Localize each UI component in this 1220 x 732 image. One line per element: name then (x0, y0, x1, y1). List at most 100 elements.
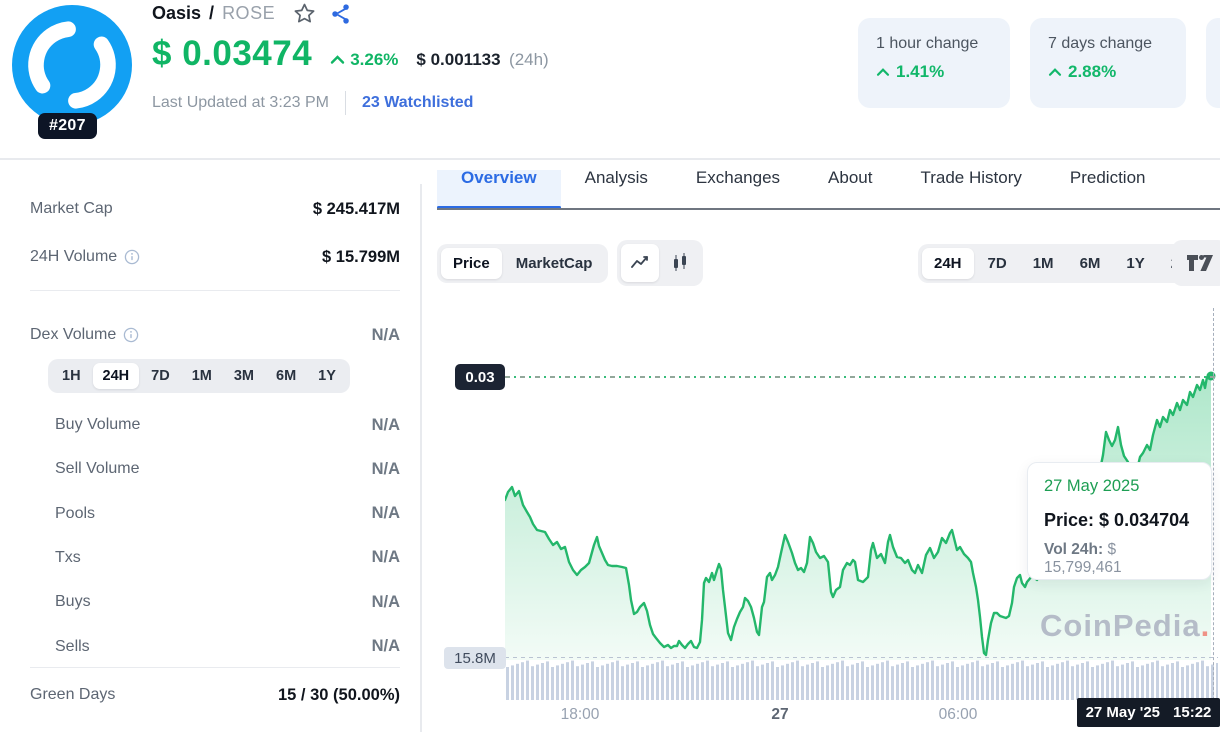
stat-label: Txs (55, 548, 81, 566)
range-group: 24H7D1M6M1Y2Y (918, 243, 1206, 283)
candlestick-chart-button[interactable] (661, 244, 699, 282)
change-card-label: 1 hour change (876, 35, 979, 52)
price-change-percent: 3.26% (350, 49, 399, 69)
series-toggle: Price MarketCap (437, 240, 609, 286)
tabbar-underline (437, 208, 1220, 210)
current-price: $ 0.03474 (152, 34, 313, 73)
volume-gridline (505, 657, 1218, 658)
stat-value: $ 245.417M (312, 199, 400, 218)
tab-overview[interactable]: Overview (437, 170, 561, 209)
coin-name: Oasis (152, 3, 202, 23)
stat-label: 24H Volume (30, 248, 140, 266)
tab-trade-history[interactable]: Trade History (896, 170, 1045, 209)
range-1m[interactable]: 1M (1032, 254, 1054, 272)
dex-range-group: 1H 24H 7D 1M 3M 6M 1Y (48, 359, 350, 393)
info-icon[interactable] (123, 327, 139, 343)
stat-row: Dex Volume N/A (30, 322, 400, 348)
dex-range-1h[interactable]: 1H (62, 368, 81, 384)
change-card: 7 days change 2.88% (1030, 18, 1186, 108)
last-updated-text: Last Updated at 3:23 PM (152, 94, 329, 111)
tab-label: Trade History (920, 170, 1022, 187)
tab-analysis[interactable]: Analysis (561, 170, 672, 209)
x-axis-tick: 06:00 (938, 706, 978, 723)
chart-type-toggle (617, 240, 703, 286)
tooltip-date: 27 May 2025 (1044, 477, 1140, 495)
range-7d[interactable]: 7D (987, 254, 1007, 272)
dex-range-6m[interactable]: 6M (276, 368, 297, 384)
change-card-label: 7 days change (1048, 35, 1153, 52)
range-6m[interactable]: 6M (1079, 254, 1101, 272)
stat-label: Pools (55, 504, 96, 522)
dex-range-7d[interactable]: 7D (151, 368, 170, 384)
stat-value: N/A (371, 504, 400, 523)
line-chart-icon (631, 256, 648, 268)
change-card: 1 hour change 1.41% (858, 18, 1010, 108)
coin-separator: / (209, 3, 215, 23)
coin-symbol: ROSE (222, 3, 276, 23)
price-chart-canvas[interactable] (505, 300, 1218, 700)
tab-prediction[interactable]: Prediction (1046, 170, 1170, 209)
tab-label: Overview (461, 170, 537, 187)
change-card-value: 1.41% (876, 62, 992, 82)
tooltip-volume: Vol 24h: $ 15,799,461 (1044, 541, 1122, 576)
coinpedia-watermark: CoinPedia. (1040, 608, 1211, 643)
stat-label: Market Cap (30, 200, 113, 217)
star-icon[interactable] (293, 2, 316, 25)
chart-range-selector: 24H7D1M6M1Y2Y (918, 240, 1206, 286)
crosshair-line (1213, 308, 1214, 700)
dex-range-1m[interactable]: 1M (191, 368, 212, 384)
stat-value: N/A (371, 415, 400, 434)
watchlisted-link[interactable]: 23 Watchlisted (362, 94, 474, 111)
stat-row: Buys N/A (55, 589, 400, 615)
tab-about[interactable]: About (804, 170, 896, 209)
series-group: Price MarketCap (437, 243, 609, 283)
tooltip-price: Price: $ 0.034704 (1044, 510, 1190, 530)
tab-label: Exchanges (695, 170, 781, 187)
dex-range-24h[interactable]: 24H (92, 363, 140, 389)
sidebar-rule (30, 290, 400, 291)
stat-value: $ 15.799M (322, 247, 400, 266)
stat-value: N/A (371, 592, 400, 611)
share-icon[interactable] (330, 3, 352, 25)
dex-range-3m[interactable]: 3M (233, 368, 255, 384)
series-price[interactable]: Price (441, 247, 502, 279)
dex-range-1y[interactable]: 1Y (318, 368, 336, 384)
stat-value: N/A (371, 637, 400, 655)
line-chart-button[interactable] (621, 244, 659, 282)
change-card-value: 2.88% (1048, 62, 1168, 82)
change-card-percent: 1.41% (896, 62, 945, 81)
stat-value: N/A (371, 459, 400, 478)
tradingview-icon (1187, 255, 1213, 271)
stat-row: Buy Volume N/A (55, 412, 400, 438)
tab-label: Analysis (584, 170, 648, 187)
change-card-partial (1206, 18, 1220, 108)
oasis-logo (12, 5, 132, 125)
tradingview-button[interactable] (1172, 240, 1220, 286)
price-axis-label: 0.03 (455, 364, 505, 390)
stat-row: 24H Volume $ 15.799M (30, 244, 400, 270)
stat-label: Sells (55, 637, 90, 655)
series-marketcap[interactable]: MarketCap (515, 254, 593, 272)
info-icon[interactable] (124, 249, 140, 265)
stat-row: Sells N/A (55, 634, 400, 660)
stat-label: Buy Volume (55, 416, 141, 433)
x-axis-tick: 18:00 (560, 706, 600, 723)
stat-row: Txs N/A (55, 545, 400, 571)
range-1y[interactable]: 1Y (1126, 254, 1145, 272)
stat-value: N/A (371, 548, 400, 567)
price-area-fill (505, 376, 1211, 660)
price-gridline (505, 376, 1218, 378)
stat-label: Buys (55, 593, 91, 611)
tab-exchanges[interactable]: Exchanges (672, 170, 804, 209)
sidebar-divider (420, 184, 422, 732)
current-time-badge: 27 May '25 15:22 (1077, 698, 1220, 727)
range-24h[interactable]: 24H (922, 247, 974, 279)
price-change-absolute: $ 0.001133 (416, 50, 501, 69)
header-divider (0, 158, 1220, 160)
rank-badge: #207 (38, 113, 97, 139)
volume-axis-label: 15.8M (444, 647, 506, 669)
meta-divider (345, 91, 346, 115)
stat-row: Sell Volume N/A (55, 456, 400, 482)
volume-bars (506, 660, 1218, 700)
dex-range-selector: 1H 24H 7D 1M 3M 6M 1Y (48, 359, 350, 393)
